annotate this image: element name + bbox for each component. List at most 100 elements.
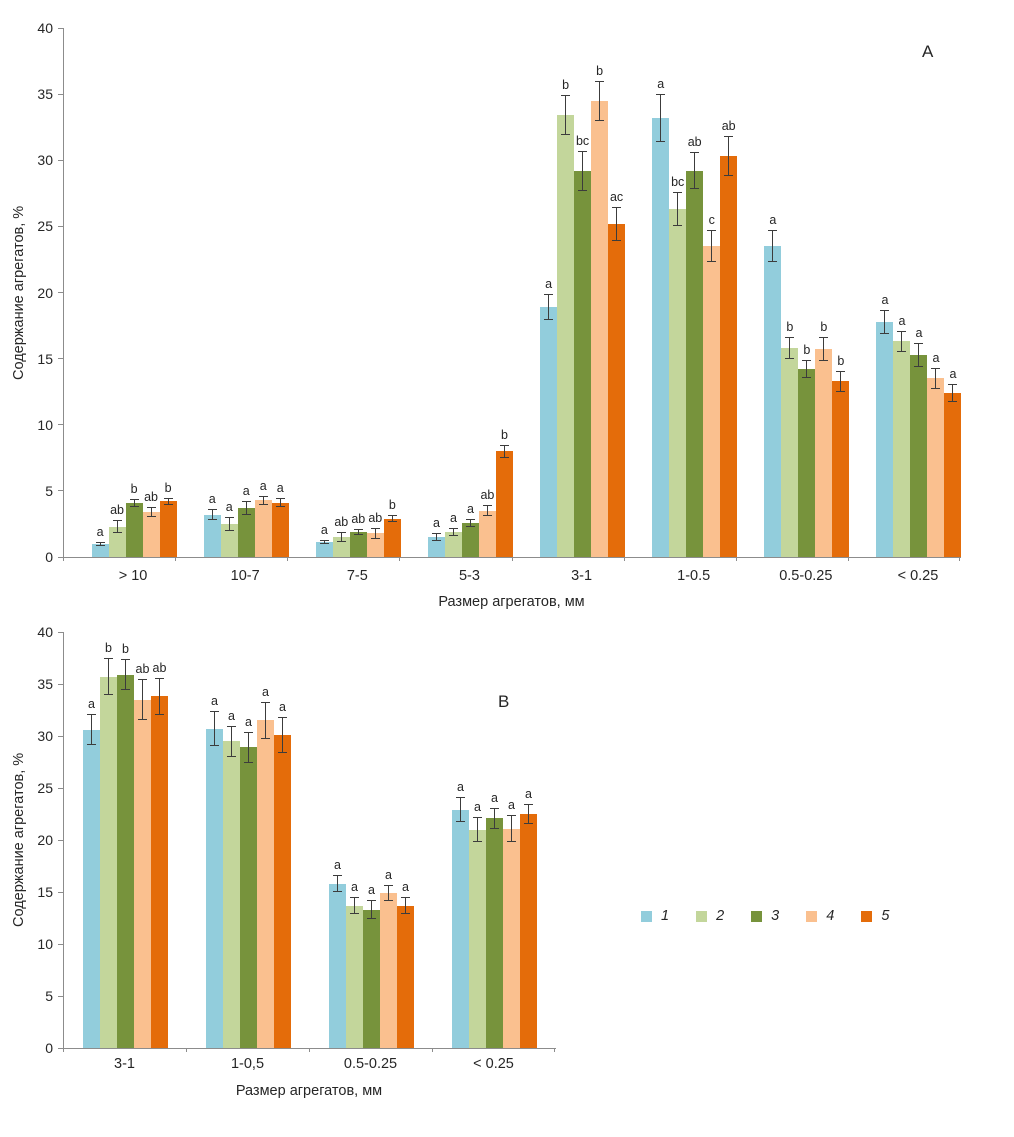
panel-label: B (498, 692, 510, 711)
bar-slot: ab (686, 28, 704, 557)
legend-item: 5 (861, 908, 889, 924)
bar (815, 349, 833, 557)
error-bar-line (789, 337, 791, 359)
bar (461, 522, 479, 557)
y-axis-tick (58, 292, 63, 293)
x-axis-tick (511, 557, 513, 561)
bar (100, 676, 117, 1048)
legend-swatch (751, 910, 763, 922)
bar-slot: a (652, 28, 670, 557)
error-bar (785, 337, 795, 359)
significance-letter: bc (671, 175, 685, 189)
error-bar-cap-bottom (87, 744, 96, 746)
bar (495, 451, 513, 557)
error-bar-line (337, 875, 338, 892)
bar (220, 523, 238, 557)
significance-letter: a (545, 276, 553, 291)
significance-letter: a (491, 790, 498, 805)
bar (329, 883, 346, 1048)
error-bar-cap-bottom (112, 532, 122, 534)
y-tick-label: 15 (37, 350, 53, 367)
bar-slot: a (397, 632, 414, 1048)
bar-slot: a (427, 28, 445, 557)
error-bar-line (214, 711, 215, 747)
bar (893, 341, 911, 557)
bar (366, 533, 384, 557)
error-bar-line (884, 309, 886, 334)
y-tick-label: 35 (37, 86, 53, 103)
bar (444, 531, 462, 557)
bar-slot: ac (608, 28, 626, 557)
error-bar-line (245, 501, 247, 515)
error-bar-line (494, 807, 495, 829)
error-bar (227, 725, 236, 757)
y-tick-label: 0 (45, 1040, 53, 1056)
bar-slot: a (461, 28, 479, 557)
bar (380, 893, 397, 1048)
y-tick-label: 10 (37, 416, 53, 433)
y-tick-label: 5 (45, 988, 53, 1004)
x-category-label: 5-3 (458, 568, 480, 584)
error-bar-cap-bottom (707, 261, 717, 263)
error-bar (155, 677, 164, 716)
significance-letter: a (385, 867, 392, 882)
error-bar (104, 658, 113, 696)
plot-area: a ab b ab b a a a a a a ab ab ab b a a a ab b a b bc b ac a bc ab c a… (63, 28, 962, 558)
significance-letter: a (457, 780, 464, 795)
x-axis-tick (186, 1048, 187, 1052)
bar-slot: bc (669, 28, 687, 557)
significance-letter: b (105, 641, 112, 655)
error-bar-cap-bottom (387, 520, 397, 522)
y-tick-label: 5 (45, 482, 53, 499)
y-axis-tick (58, 93, 63, 95)
error-bar-cap-bottom (207, 518, 217, 520)
y-tick-label: 20 (37, 284, 53, 301)
error-bar (224, 517, 234, 531)
error-bar-line (116, 519, 118, 534)
significance-letter: a (211, 694, 218, 709)
bar-slot: a (271, 28, 289, 557)
bar (397, 905, 414, 1048)
error-bar (387, 515, 397, 522)
error-bar-line (548, 293, 550, 321)
bar (540, 307, 558, 557)
significance-letter: ab (144, 490, 159, 505)
x-category-label: 0.5-0.25 (343, 1056, 398, 1072)
error-bar (278, 717, 287, 753)
bar-slot: a (237, 28, 255, 557)
bar-slot: a (274, 632, 291, 1048)
error-bar-cap-bottom (275, 506, 285, 508)
error-bar-line (918, 342, 920, 367)
category-group: a a a ab b (427, 28, 513, 557)
bar-slot: ab (478, 28, 496, 557)
significance-letter: a (259, 478, 267, 493)
bar (652, 117, 670, 557)
error-bar-cap-bottom (431, 540, 441, 542)
error-bar (431, 533, 441, 542)
bar (274, 734, 291, 1048)
x-category-labels: > 10 10-7 7-5 5-3 3-1 1-0.5 0.5-0.25 < 0.25 (77, 568, 974, 586)
significance-letter: a (402, 880, 409, 895)
bar (206, 728, 223, 1048)
error-bar-line (935, 367, 937, 390)
error-bar-cap-bottom (319, 543, 329, 545)
y-axis-tick (58, 735, 63, 737)
error-bar-cap-bottom (724, 175, 734, 177)
bar-slot: a (363, 632, 380, 1048)
bar (271, 502, 289, 557)
error-bar-line (565, 95, 567, 136)
y-tick-label: 15 (37, 884, 53, 900)
error-bar-line (405, 897, 406, 914)
y-axis-tick (58, 424, 63, 426)
bar-slot: b (815, 28, 833, 557)
bar-slot: b (383, 28, 401, 557)
error-bar (656, 94, 666, 142)
error-bar-cap-bottom (836, 390, 846, 392)
error-bar (275, 498, 285, 508)
error-bar-line (159, 677, 160, 716)
error-bar (914, 342, 924, 367)
bar-slot: b (781, 28, 799, 557)
bar (108, 526, 126, 557)
bar (223, 741, 240, 1048)
